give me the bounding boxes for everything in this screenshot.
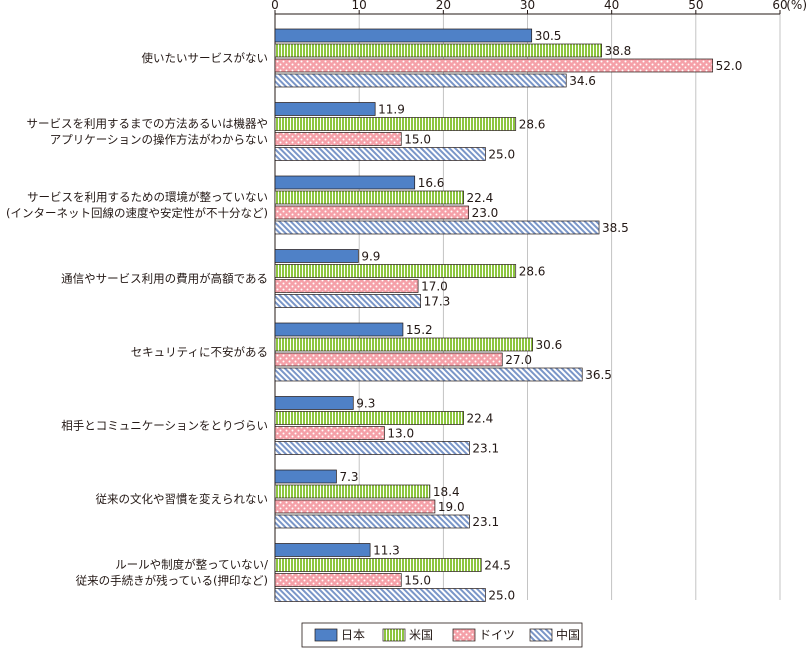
bar — [274, 337, 533, 352]
bar — [274, 588, 486, 602]
bar — [274, 469, 337, 484]
tick-label: 0 — [271, 0, 279, 12]
category-label: 使いたいサービスがない — [142, 51, 269, 65]
bar — [274, 411, 464, 425]
value-label: 24.5 — [484, 559, 511, 573]
bar — [274, 294, 421, 308]
value-label: 30.6 — [536, 338, 563, 352]
bar — [274, 352, 503, 367]
bar — [274, 573, 402, 587]
category-label: アプリケーションの操作方法がわからない — [50, 133, 268, 147]
bar — [274, 73, 567, 88]
legend: 日本 米国 ドイツ 中国 — [301, 622, 583, 648]
category-label: 通信やサービス利用の費用が高額である — [61, 272, 268, 286]
value-label: 36.5 — [585, 368, 612, 382]
x-axis-ticks: 0 10 20 30 40 50 60(%) — [271, 0, 807, 15]
value-label: 13.0 — [387, 427, 414, 441]
bar — [274, 43, 602, 58]
tick-label: 40 — [604, 0, 619, 12]
legend-swatch — [382, 628, 406, 642]
value-label: 25.0 — [488, 589, 515, 603]
category-label: セキュリティに不安がある — [131, 345, 268, 359]
bar — [274, 190, 464, 205]
value-label: 23.0 — [472, 206, 499, 220]
tick-label: 60 — [772, 0, 787, 12]
bar — [274, 396, 354, 410]
value-label: 9.3 — [356, 397, 375, 411]
category-label: ルールや制度が整っていない/ — [115, 558, 268, 572]
value-label: 30.5 — [535, 29, 562, 43]
bar — [274, 279, 419, 293]
value-label: 16.6 — [418, 176, 445, 190]
tick-label: 20 — [436, 0, 451, 12]
bar — [274, 205, 469, 220]
value-labels: 30.5 38.8 52.0 34.6 11.9 28.6 15.0 25.0 16.6 22.4… — [339, 29, 742, 603]
tick-label: 50 — [688, 0, 703, 12]
value-label: 23.1 — [472, 442, 499, 456]
value-label: 38.5 — [602, 221, 629, 235]
category-label: 相手とコミュニケーションをとりづらい — [61, 419, 268, 433]
value-label: 25.0 — [488, 148, 515, 162]
value-label: 52.0 — [716, 59, 743, 73]
value-label: 34.6 — [569, 74, 596, 88]
bar — [274, 367, 583, 382]
bar — [274, 175, 416, 190]
value-label: 17.3 — [424, 295, 451, 309]
tick-label: 10 — [352, 0, 367, 12]
category-label: 従来の手続きが残っている(押印など) — [76, 574, 268, 588]
bar — [274, 499, 436, 514]
value-label: 15.2 — [406, 323, 433, 337]
bar — [274, 543, 371, 557]
bar — [274, 117, 517, 131]
value-label: 28.6 — [519, 118, 546, 132]
legend-swatch — [314, 628, 338, 642]
bar — [274, 58, 714, 73]
value-label: 18.4 — [433, 485, 460, 499]
unit-label: (%) — [786, 0, 807, 12]
bar — [274, 28, 533, 43]
value-label: 7.3 — [339, 470, 358, 484]
legend-label: 中国 — [556, 627, 580, 642]
value-label: 27.0 — [505, 353, 532, 367]
legend-swatch — [452, 628, 476, 642]
category-label: (インターネット回線の速度や安定性が不十分など) — [6, 206, 268, 220]
value-label: 19.0 — [438, 500, 465, 514]
bars — [274, 28, 714, 602]
legend-label: 米国 — [409, 628, 433, 642]
category-label: サービスを利用するまでの方法あるいは機器や — [27, 117, 269, 131]
value-label: 11.9 — [378, 103, 405, 117]
category-label: サービスを利用するための環境が整っていない — [27, 190, 268, 204]
bar — [274, 514, 470, 529]
bar — [274, 147, 486, 161]
legend-swatch — [529, 628, 553, 642]
category-labels: 使いたいサービスがないサービスを利用するまでの方法あるいは機器やアプリケーション… — [6, 51, 268, 588]
bar — [274, 322, 404, 337]
bar — [274, 484, 431, 499]
value-label: 28.6 — [519, 265, 546, 279]
value-label: 15.0 — [404, 133, 431, 147]
bar — [274, 132, 402, 146]
tick-label: 30 — [520, 0, 535, 12]
category-label: 従来の文化や習慣を変えられない — [96, 492, 269, 506]
bar — [274, 264, 517, 278]
value-label: 23.1 — [472, 515, 499, 529]
value-label: 17.0 — [421, 280, 448, 294]
value-label: 11.3 — [373, 544, 400, 558]
value-label: 9.9 — [361, 250, 380, 264]
value-label: 22.4 — [467, 191, 494, 205]
bar — [274, 558, 482, 572]
bar — [274, 441, 470, 455]
value-label: 22.4 — [467, 412, 494, 426]
bar — [274, 249, 359, 263]
bar — [274, 220, 600, 235]
value-label: 15.0 — [404, 574, 431, 588]
legend-label: ドイツ — [479, 628, 515, 642]
legend-label: 日本 — [341, 628, 365, 642]
bar — [274, 102, 376, 116]
bar — [274, 426, 385, 440]
value-label: 38.8 — [605, 44, 632, 58]
